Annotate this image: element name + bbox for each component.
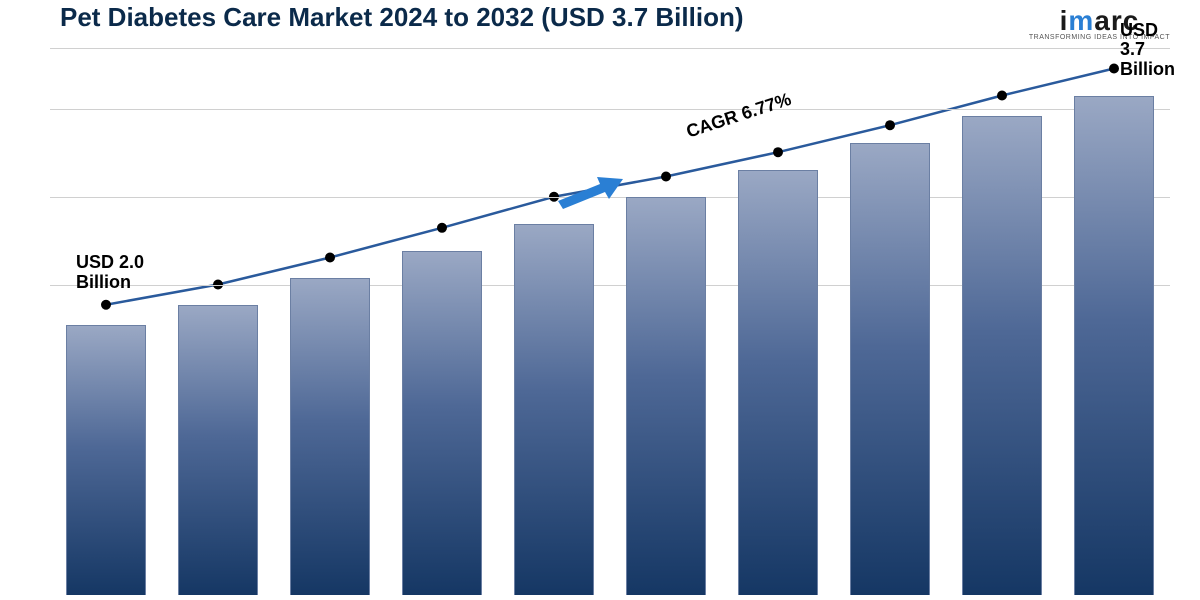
end-value-label: USD 3.7Billion: [1120, 21, 1175, 80]
data-point: [1109, 64, 1119, 74]
gridline: [50, 109, 1170, 110]
bar: [738, 170, 819, 595]
bar: [962, 116, 1043, 595]
gridline: [50, 48, 1170, 49]
data-point: [661, 172, 671, 182]
bar: [290, 278, 371, 595]
bar: [178, 305, 259, 595]
arrow-icon: [555, 169, 625, 209]
start-value-label: USD 2.0Billion: [76, 253, 144, 293]
data-point: [325, 253, 335, 263]
logo-accent: m: [1068, 5, 1094, 36]
cagr-label: CAGR 6.77%: [684, 89, 794, 143]
bar: [850, 143, 931, 595]
data-point: [101, 300, 111, 310]
chart-area: USD 2.0BillionUSD 3.7BillionCAGR 6.77%: [50, 55, 1170, 595]
bar: [626, 197, 707, 595]
data-point: [437, 223, 447, 233]
data-point: [773, 147, 783, 157]
data-point: [885, 120, 895, 130]
data-point: [997, 91, 1007, 101]
chart-title: Pet Diabetes Care Market 2024 to 2032 (U…: [60, 2, 744, 33]
bar: [402, 251, 483, 595]
bar: [1074, 96, 1155, 596]
bar: [514, 224, 595, 595]
bar: [66, 325, 147, 595]
